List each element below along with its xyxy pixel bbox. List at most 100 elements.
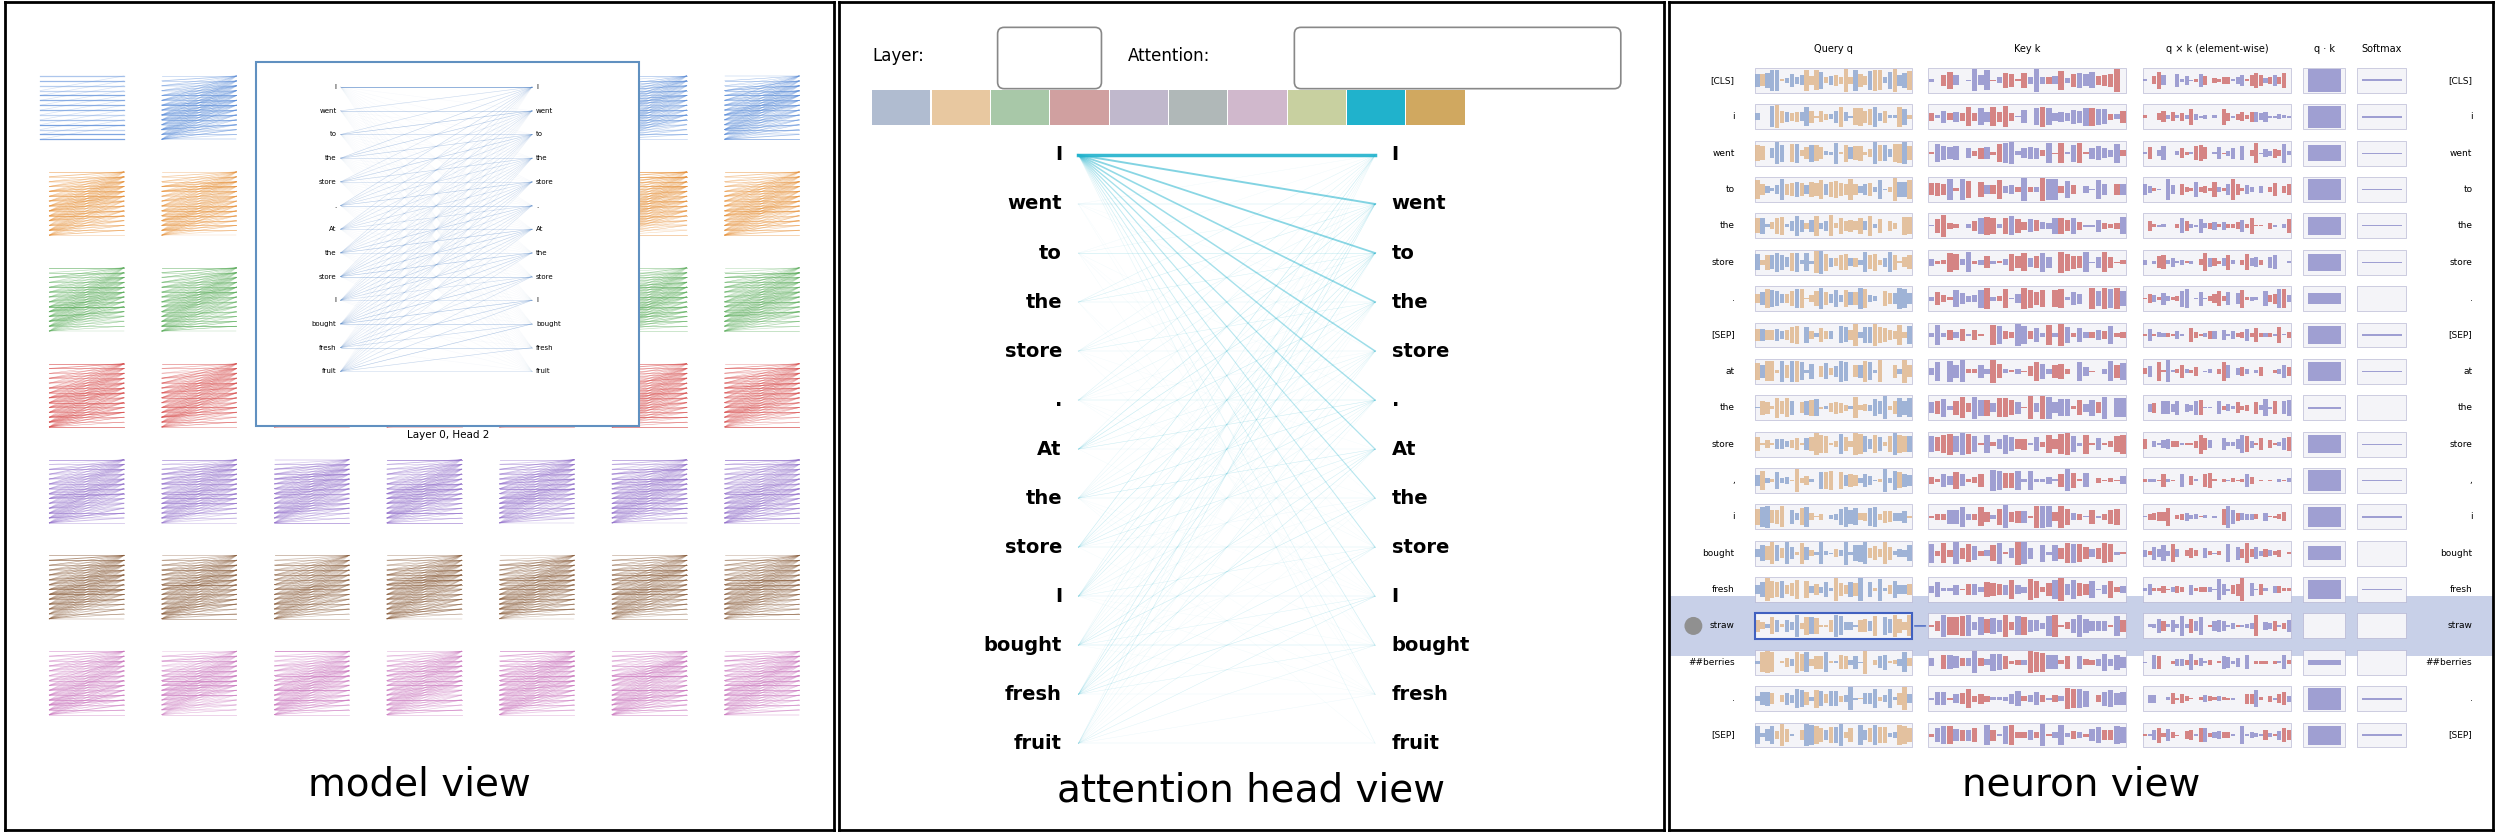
Text: At: At (537, 226, 545, 232)
Bar (2176, 261, 2178, 263)
Bar (1839, 724, 1844, 746)
Bar (1983, 660, 1991, 665)
Bar (2033, 732, 2038, 738)
Bar (1849, 147, 1854, 159)
Bar (2236, 294, 2241, 304)
Bar (1814, 433, 1819, 455)
Bar (1809, 479, 1814, 482)
Bar (2148, 584, 2151, 595)
Bar (2218, 551, 2221, 555)
Bar (2203, 253, 2208, 271)
Bar (2193, 114, 2198, 120)
Bar (1804, 507, 1809, 527)
Bar (2166, 360, 2171, 382)
Bar (2076, 732, 2083, 738)
Bar (1928, 297, 1933, 300)
Bar (2021, 617, 2026, 635)
Bar (1874, 224, 1876, 228)
Bar (2156, 656, 2161, 669)
Bar (2153, 730, 2156, 740)
Bar (1814, 584, 1819, 595)
Bar (1799, 183, 1804, 196)
Bar (1819, 656, 1824, 669)
Bar (1946, 147, 1953, 160)
Bar (2171, 480, 2176, 481)
Bar (1888, 115, 1891, 118)
Bar (1906, 583, 1911, 596)
Bar (1883, 588, 1886, 591)
Bar (2121, 477, 2126, 484)
Bar (2143, 613, 2291, 638)
Bar (2251, 334, 2253, 337)
Bar (1953, 255, 1958, 270)
Bar (2203, 661, 2208, 663)
Bar (2016, 369, 2021, 374)
Bar (2016, 151, 2021, 155)
Bar (1953, 472, 1958, 489)
Bar (2208, 587, 2211, 592)
Bar (1883, 511, 1886, 522)
Bar (1776, 253, 1779, 271)
Bar (1966, 334, 1971, 336)
Bar (1996, 144, 2001, 162)
Bar (2218, 661, 2221, 663)
Bar (2143, 432, 2291, 457)
Bar (2308, 293, 2341, 304)
Bar (2358, 359, 2406, 384)
Bar (1794, 689, 1799, 708)
Bar (2246, 80, 2248, 82)
Text: store: store (537, 274, 555, 280)
Bar (2283, 438, 2286, 450)
Text: store: store (2451, 258, 2473, 267)
Bar (1771, 542, 1774, 564)
Bar (2113, 144, 2121, 163)
Bar (2213, 516, 2216, 518)
Bar (2143, 359, 2291, 384)
Bar (1804, 692, 1809, 705)
Bar (1839, 617, 1844, 636)
Bar (1893, 661, 1896, 664)
Bar (1864, 361, 1869, 382)
Bar (1898, 261, 1901, 263)
Bar (2358, 250, 2406, 275)
Bar (2008, 694, 2013, 704)
Bar (1946, 113, 1953, 121)
Bar (1849, 77, 1854, 84)
Bar (1936, 261, 1941, 264)
Bar (1966, 730, 1971, 740)
Bar (1906, 616, 1911, 636)
Bar (2071, 74, 2076, 87)
Bar (2066, 469, 2071, 492)
Bar (2213, 552, 2216, 554)
Bar (2101, 513, 2108, 520)
Bar (2278, 114, 2281, 119)
Bar (1859, 698, 1864, 700)
Bar (1854, 625, 1859, 626)
Bar (2083, 108, 2088, 126)
Bar (2058, 186, 2063, 193)
Bar (1761, 471, 1764, 490)
Bar (1966, 80, 1971, 82)
Bar (1883, 695, 1886, 702)
Bar (2221, 697, 2226, 701)
Bar (1983, 256, 1991, 268)
Bar (1966, 616, 1971, 636)
Bar (1893, 116, 1896, 118)
Bar (147, 456, 242, 527)
Bar (1766, 729, 1769, 740)
Bar (2188, 404, 2193, 411)
Bar (1991, 583, 1996, 596)
Bar (2283, 290, 2286, 308)
Bar (1809, 400, 1814, 416)
Bar (1928, 436, 1933, 453)
Bar (2148, 365, 2151, 377)
Bar (2208, 551, 2211, 556)
Bar (2251, 296, 2253, 300)
Bar (2156, 513, 2161, 521)
Bar (1799, 402, 1804, 414)
Bar (2303, 250, 2346, 275)
Bar (1794, 552, 1799, 555)
Bar (1893, 732, 1896, 738)
Bar (2113, 552, 2121, 555)
Bar (1781, 507, 1784, 527)
